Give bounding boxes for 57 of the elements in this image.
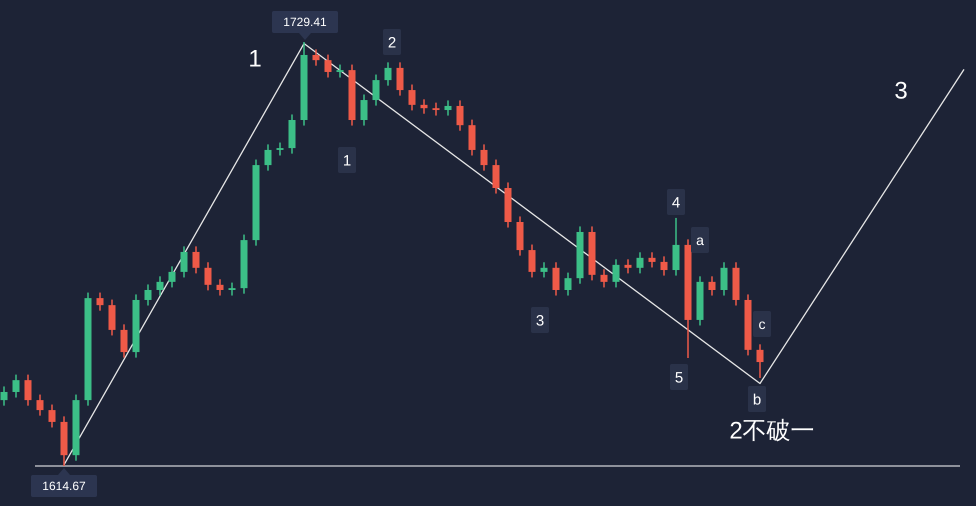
- candlestick: [480, 144, 488, 172]
- candlestick: [408, 84, 416, 112]
- annotation: c: [758, 316, 766, 332]
- candlestick: [564, 272, 572, 296]
- candlestick: [384, 62, 392, 86]
- candlestick: [96, 292, 104, 312]
- candlestick: [708, 276, 716, 296]
- annotation: 4: [672, 194, 680, 212]
- candlestick: [660, 256, 668, 276]
- annotation: 1: [248, 46, 262, 73]
- candlestick: [372, 74, 380, 106]
- candlestick: [168, 266, 176, 288]
- candlestick: [36, 394, 44, 416]
- candlestick: [228, 282, 236, 296]
- annotation: 1: [342, 152, 352, 170]
- annotation: 5: [674, 369, 684, 386]
- candlestick: [204, 262, 212, 292]
- annotation: 3: [536, 312, 544, 330]
- candlestick: [528, 244, 536, 278]
- candlestick: [432, 102, 440, 116]
- candlestick: [324, 54, 332, 78]
- candlestick: [192, 246, 200, 274]
- candlestick: [624, 258, 632, 274]
- annotation: 1729.41: [283, 15, 328, 29]
- candlestick: [540, 262, 548, 278]
- candlestick: [396, 62, 404, 96]
- candlestick: [360, 94, 368, 126]
- annotation: 3: [894, 78, 908, 105]
- candlestick: [492, 158, 500, 194]
- candlestick: [0, 386, 8, 406]
- candlestick: [612, 258, 620, 288]
- candlestick: [180, 246, 188, 278]
- candlestick: [276, 142, 284, 156]
- candlestick: [648, 252, 656, 268]
- annotation: 1614.67: [42, 479, 86, 493]
- candlestick: [552, 262, 560, 296]
- candlestick: [120, 324, 128, 358]
- candlestick: [756, 344, 764, 379]
- annotation: 2: [388, 34, 396, 52]
- candlestick: [144, 284, 152, 306]
- annotation: 2不破一: [729, 418, 815, 445]
- candlestick: [720, 262, 728, 296]
- candlestick: [636, 252, 644, 274]
- candlestick: [12, 374, 20, 398]
- candlestick: [312, 48, 320, 66]
- candlestick: [420, 98, 428, 114]
- candlestick: [336, 64, 344, 78]
- candlestick: [48, 404, 56, 428]
- candlestick: [216, 278, 224, 296]
- candlestick: [264, 144, 272, 172]
- annotation: a: [696, 232, 704, 248]
- candlestick: [456, 100, 464, 132]
- annotation: b: [752, 391, 762, 408]
- candlestick: [600, 268, 608, 288]
- candlestick: [24, 374, 32, 406]
- candlestick: [444, 100, 452, 116]
- candlestick: [156, 276, 164, 296]
